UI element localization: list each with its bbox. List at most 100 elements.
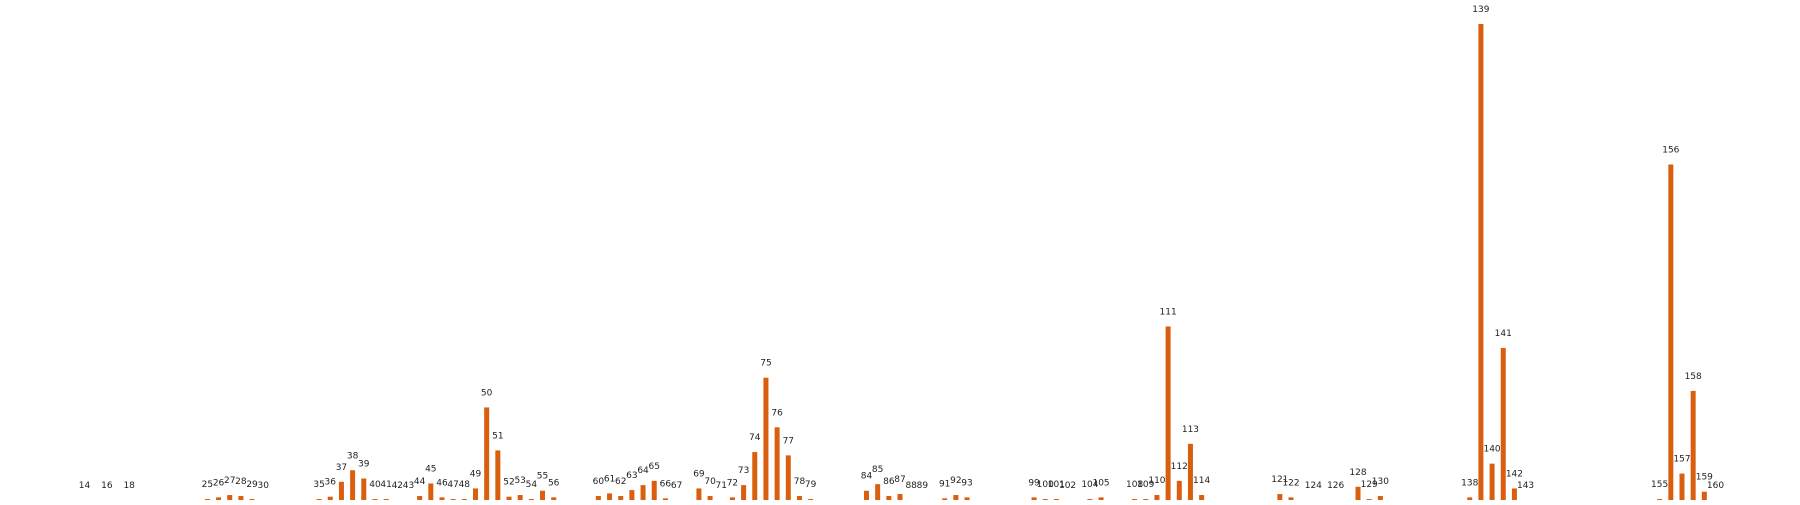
bars-group — [204, 24, 1707, 501]
bar-label-60: 60 — [593, 477, 605, 487]
bar-label-101: 101 — [1048, 480, 1065, 490]
bar-92 — [953, 495, 959, 500]
bar-label-138: 138 — [1461, 478, 1478, 488]
bar-label-78: 78 — [794, 477, 806, 487]
bar-label-35: 35 — [313, 480, 324, 490]
bar-label-70: 70 — [704, 477, 716, 487]
bar-label-74: 74 — [749, 433, 761, 443]
bar-label-129: 129 — [1361, 480, 1378, 490]
bar-label-84: 84 — [861, 472, 873, 482]
bar-label-160: 160 — [1707, 481, 1724, 491]
bar-60 — [595, 496, 601, 500]
bar-139 — [1478, 24, 1484, 500]
bar-121 — [1277, 494, 1283, 500]
bar-56 — [551, 497, 557, 500]
bar-label-91: 91 — [939, 479, 950, 489]
bar-label-87: 87 — [894, 475, 905, 485]
bar-label-36: 36 — [325, 478, 337, 488]
bar-158 — [1690, 390, 1696, 500]
bar-46 — [439, 497, 445, 500]
bar-111 — [1165, 326, 1171, 500]
bar-114 — [1199, 495, 1205, 500]
bar-label-122: 122 — [1282, 478, 1299, 488]
bar-label-16: 16 — [101, 481, 113, 491]
bar-27 — [227, 495, 233, 500]
bar-label-63: 63 — [626, 471, 637, 481]
bar-37 — [338, 481, 344, 500]
bar-label-128: 128 — [1349, 468, 1366, 478]
bar-label-69: 69 — [693, 469, 705, 479]
bar-label-52: 52 — [503, 478, 514, 488]
bar-52 — [506, 496, 512, 500]
bar-50 — [484, 407, 490, 500]
bar-38 — [350, 470, 356, 500]
bar-label-79: 79 — [805, 480, 817, 490]
bar-label-49: 49 — [470, 469, 482, 479]
bar-28 — [238, 496, 244, 500]
bar-label-41: 41 — [380, 480, 391, 490]
bar-label-156: 156 — [1662, 145, 1679, 155]
bar-label-44: 44 — [414, 477, 426, 487]
bar-label-92: 92 — [950, 476, 961, 486]
bar-75 — [763, 377, 769, 500]
bar-label-56: 56 — [548, 478, 560, 488]
bar-69 — [696, 488, 702, 500]
bar-label-64: 64 — [637, 466, 649, 476]
bar-label-114: 114 — [1193, 476, 1210, 486]
bar-label-86: 86 — [883, 477, 895, 487]
bar-label-108: 108 — [1126, 480, 1143, 490]
bar-label-29: 29 — [246, 480, 258, 490]
bar-label-130: 130 — [1372, 477, 1389, 487]
bar-label-112: 112 — [1171, 462, 1188, 472]
bar-36 — [327, 496, 333, 500]
bar-66 — [662, 498, 668, 500]
bar-70 — [707, 496, 713, 500]
bar-113 — [1187, 443, 1193, 500]
bar-140 — [1489, 463, 1495, 500]
bar-142 — [1511, 488, 1517, 500]
bar-49 — [472, 488, 478, 500]
bar-label-121: 121 — [1271, 475, 1288, 485]
bar-78 — [796, 496, 802, 500]
bar-39 — [361, 478, 367, 500]
bar-label-73: 73 — [738, 466, 749, 476]
bar-label-45: 45 — [425, 464, 436, 474]
bar-label-27: 27 — [224, 476, 235, 486]
bar-label-25: 25 — [202, 480, 213, 490]
bar-110 — [1154, 495, 1160, 500]
bar-label-65: 65 — [649, 462, 660, 472]
bar-51 — [495, 450, 501, 500]
bar-label-72: 72 — [727, 478, 738, 488]
bar-84 — [863, 490, 869, 500]
bar-76 — [774, 427, 780, 500]
bar-label-99: 99 — [1028, 478, 1040, 488]
bar-159 — [1701, 491, 1707, 500]
bar-label-48: 48 — [459, 480, 471, 490]
bar-44 — [417, 496, 423, 500]
bar-87 — [897, 494, 903, 500]
bar-122 — [1288, 497, 1294, 500]
bar-label-39: 39 — [358, 460, 370, 470]
bar-label-143: 143 — [1517, 481, 1534, 491]
bar-label-28: 28 — [235, 477, 247, 487]
bar-label-113: 113 — [1182, 425, 1199, 435]
bar-86 — [886, 496, 892, 500]
bar-label-100: 100 — [1037, 480, 1054, 490]
bar-label-51: 51 — [492, 431, 503, 441]
bar-72 — [729, 497, 735, 500]
bar-label-67: 67 — [671, 481, 682, 491]
bar-130 — [1377, 496, 1383, 500]
bar-label-142: 142 — [1506, 469, 1523, 479]
bar-64 — [640, 485, 646, 501]
bar-label-71: 71 — [716, 481, 727, 491]
bar-74 — [752, 452, 758, 500]
bar-label-37: 37 — [336, 463, 347, 473]
bar-26 — [216, 497, 222, 500]
bar-label-93: 93 — [961, 478, 972, 488]
bar-138 — [1467, 497, 1473, 500]
bar-label-124: 124 — [1305, 481, 1322, 491]
bar-label-102: 102 — [1059, 481, 1076, 491]
bar-label-89: 89 — [917, 481, 929, 491]
bar-label-43: 43 — [403, 481, 414, 491]
